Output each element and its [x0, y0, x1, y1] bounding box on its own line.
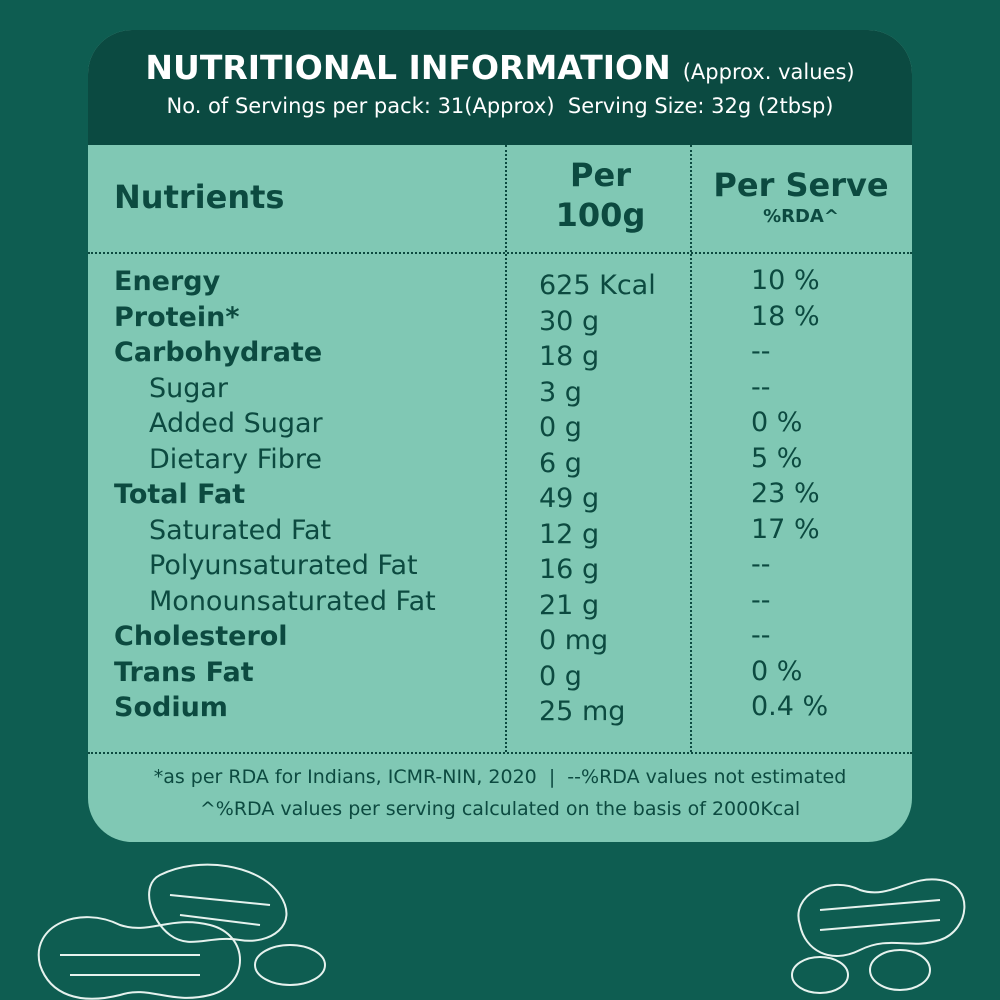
rda-value: 5 % [751, 442, 803, 474]
row-divider [88, 252, 912, 254]
nutrient-name: Polyunsaturated Fat [149, 550, 418, 581]
per-100g-value: 30 g [539, 305, 600, 337]
per-100g-value: 12 g [539, 518, 600, 550]
title: NUTRITIONAL INFORMATION [145, 48, 671, 87]
title-note: (Approx. values) [682, 60, 855, 84]
rda-value: -- [751, 620, 771, 651]
rda-value: 17 % [751, 513, 820, 545]
nutrient-name: Trans Fat [114, 656, 254, 688]
per-100g-value: 3 g [539, 376, 582, 408]
rda-value: -- [751, 371, 771, 403]
rda-value: 23 % [751, 478, 820, 509]
per-100g-value: 16 g [539, 554, 600, 585]
rda-value: 0 % [751, 655, 803, 687]
nutrient-name: Total Fat [114, 479, 246, 510]
rda-value: 10 % [751, 265, 820, 296]
per-100g-value: 21 g [539, 589, 600, 621]
per-100g-value: 625 Kcal [539, 270, 656, 301]
column-header-note: %RDA^ [763, 206, 839, 227]
nutrition-card: NUTRITIONAL INFORMATION (Approx. values)… [88, 30, 912, 842]
per-100g-value: 25 mg [539, 696, 626, 727]
peanut-illustration [37, 863, 326, 1000]
nutrient-name: Protein* [114, 301, 240, 333]
header: NUTRITIONAL INFORMATION (Approx. values)… [88, 30, 912, 145]
peanut-illustration [791, 878, 966, 994]
rda-value: 18 % [751, 300, 820, 332]
rda-value: -- [751, 549, 771, 580]
per-100g-value: 18 g [539, 341, 600, 372]
nutrient-name: Carbohydrate [114, 337, 323, 368]
nutrient-name: Added Sugar [149, 408, 323, 439]
rda-value: 0.4 % [751, 691, 829, 722]
nutrient-name: Saturated Fat [149, 514, 332, 546]
row-divider [88, 752, 912, 754]
nutrient-name: Energy [114, 266, 221, 297]
column-divider [690, 145, 692, 752]
nutrient-name: Sugar [149, 372, 229, 404]
subtitle: No. of Servings per pack: 31(Approx) Ser… [166, 94, 834, 118]
nutrient-name: Cholesterol [114, 621, 288, 652]
per-100g-value: 0 mg [539, 625, 609, 656]
nutrient-name: Monounsaturated Fat [149, 585, 436, 617]
column-header: Nutrients [114, 178, 285, 216]
column-divider [505, 145, 507, 752]
per-100g-value: 6 g [539, 447, 582, 479]
nutrient-name: Dietary Fibre [149, 443, 323, 475]
rda-value: -- [751, 336, 771, 367]
per-100g-value: 49 g [539, 483, 600, 514]
footnote: ^%RDA values per serving calculated on t… [199, 798, 801, 820]
per-100g-value: 0 g [539, 412, 582, 443]
column-header: Per Serve [713, 166, 889, 204]
column-header: Per 100g [555, 156, 646, 234]
rda-value: -- [751, 584, 771, 616]
per-100g-value: 0 g [539, 660, 582, 692]
nutrient-name: Sodium [114, 692, 228, 723]
footnote: *as per RDA for Indians, ICMR-NIN, 2020 … [153, 766, 847, 788]
rda-value: 0 % [751, 407, 803, 438]
title-line: NUTRITIONAL INFORMATION (Approx. values) [88, 48, 912, 87]
